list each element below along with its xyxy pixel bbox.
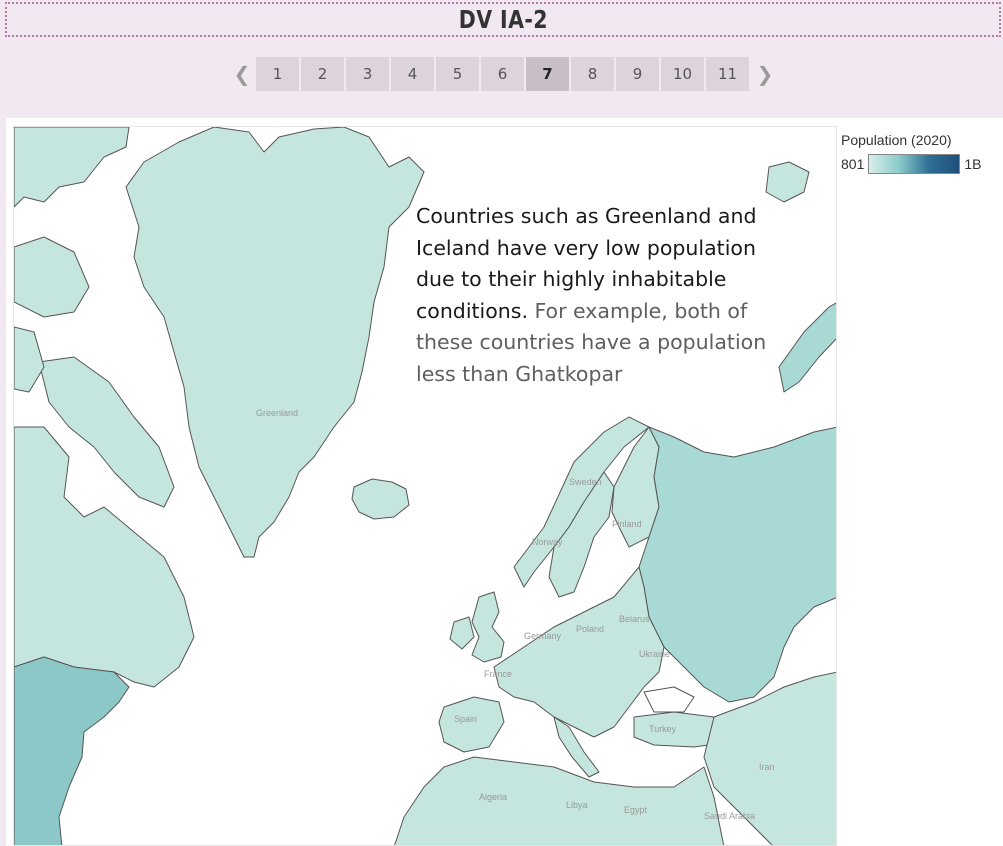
label-greenland: Greenland xyxy=(256,408,298,418)
label-saudi: Saudi Arabia xyxy=(704,811,755,821)
annotation-example: For example, both of these countries hav… xyxy=(416,298,767,386)
legend-scale: 801 1B xyxy=(841,154,1001,174)
region-svalbard xyxy=(765,161,810,203)
map-view[interactable]: Greenland Sweden Finland Norway Poland G… xyxy=(13,126,837,846)
page-7-button[interactable]: 7 xyxy=(526,57,569,91)
page-6-button[interactable]: 6 xyxy=(481,57,524,91)
chevron-right-icon[interactable]: ❯ xyxy=(756,62,774,86)
region-uk xyxy=(471,591,505,663)
legend-max: 1B xyxy=(964,156,982,172)
region-sweden xyxy=(548,471,615,598)
region-europe xyxy=(493,566,665,738)
label-sweden: Sweden xyxy=(569,477,602,487)
page-5-button[interactable]: 5 xyxy=(436,57,479,91)
page-title: DV IA-2 xyxy=(458,5,548,34)
label-finland: Finland xyxy=(612,519,642,529)
page-3-button[interactable]: 3 xyxy=(346,57,389,91)
region-north-africa xyxy=(394,756,725,845)
region-iceland xyxy=(351,478,410,520)
page-2-button[interactable]: 2 xyxy=(301,57,344,91)
page-11-button[interactable]: 11 xyxy=(706,57,749,91)
label-iran: Iran xyxy=(759,762,775,772)
page-9-button[interactable]: 9 xyxy=(616,57,659,91)
label-turkey: Turkey xyxy=(649,724,677,734)
page-10-button[interactable]: 10 xyxy=(661,57,704,91)
region-novaya-zemlya xyxy=(778,302,836,393)
region-canada-arctic xyxy=(14,127,130,208)
chevron-left-icon[interactable]: ❮ xyxy=(233,62,251,86)
region-russia xyxy=(638,426,836,703)
region-canada xyxy=(14,426,195,688)
region-italy xyxy=(553,716,600,778)
region-usa xyxy=(14,656,130,845)
map-annotation: Countries such as Greenland and Iceland … xyxy=(416,201,776,390)
label-belarus: Belarus xyxy=(619,614,650,624)
label-libya: Libya xyxy=(566,800,588,810)
label-poland: Poland xyxy=(576,624,604,634)
country-labels: Greenland Sweden Finland Norway Poland G… xyxy=(256,408,775,821)
region-ireland xyxy=(449,616,475,650)
page-4-button[interactable]: 4 xyxy=(391,57,434,91)
page-1-button[interactable]: 1 xyxy=(256,57,299,91)
region-middle-east xyxy=(703,671,836,845)
title-bar: DV IA-2 xyxy=(5,2,1001,37)
region-norway xyxy=(513,416,650,588)
region-spain xyxy=(438,696,505,753)
population-legend: Population (2020) 801 1B xyxy=(841,132,1001,174)
label-algeria: Algeria xyxy=(479,792,507,802)
page-list: 1 2 3 4 5 6 7 8 9 10 11 xyxy=(256,57,751,91)
page-8-button[interactable]: 8 xyxy=(571,57,614,91)
region-canada-north xyxy=(14,326,45,393)
label-germany: Germany xyxy=(524,631,562,641)
label-ukraine: Ukraine xyxy=(639,649,670,659)
region-baffin-west xyxy=(14,236,90,318)
legend-min: 801 xyxy=(841,156,865,172)
story-pager: ❮ 1 2 3 4 5 6 7 8 9 10 11 ❯ xyxy=(228,57,779,91)
label-norway: Norway xyxy=(532,537,563,547)
label-egypt: Egypt xyxy=(624,805,648,815)
region-greenland xyxy=(125,127,425,558)
choropleth-map[interactable]: Greenland Sweden Finland Norway Poland G… xyxy=(14,127,837,846)
label-spain: Spain xyxy=(454,714,477,724)
black-sea xyxy=(643,686,695,713)
annotation-main: Countries such as Greenland and Iceland … xyxy=(416,204,757,323)
legend-title: Population (2020) xyxy=(841,132,952,148)
label-france: France xyxy=(484,669,512,679)
region-baffin-island xyxy=(38,356,175,508)
legend-gradient xyxy=(868,154,961,174)
